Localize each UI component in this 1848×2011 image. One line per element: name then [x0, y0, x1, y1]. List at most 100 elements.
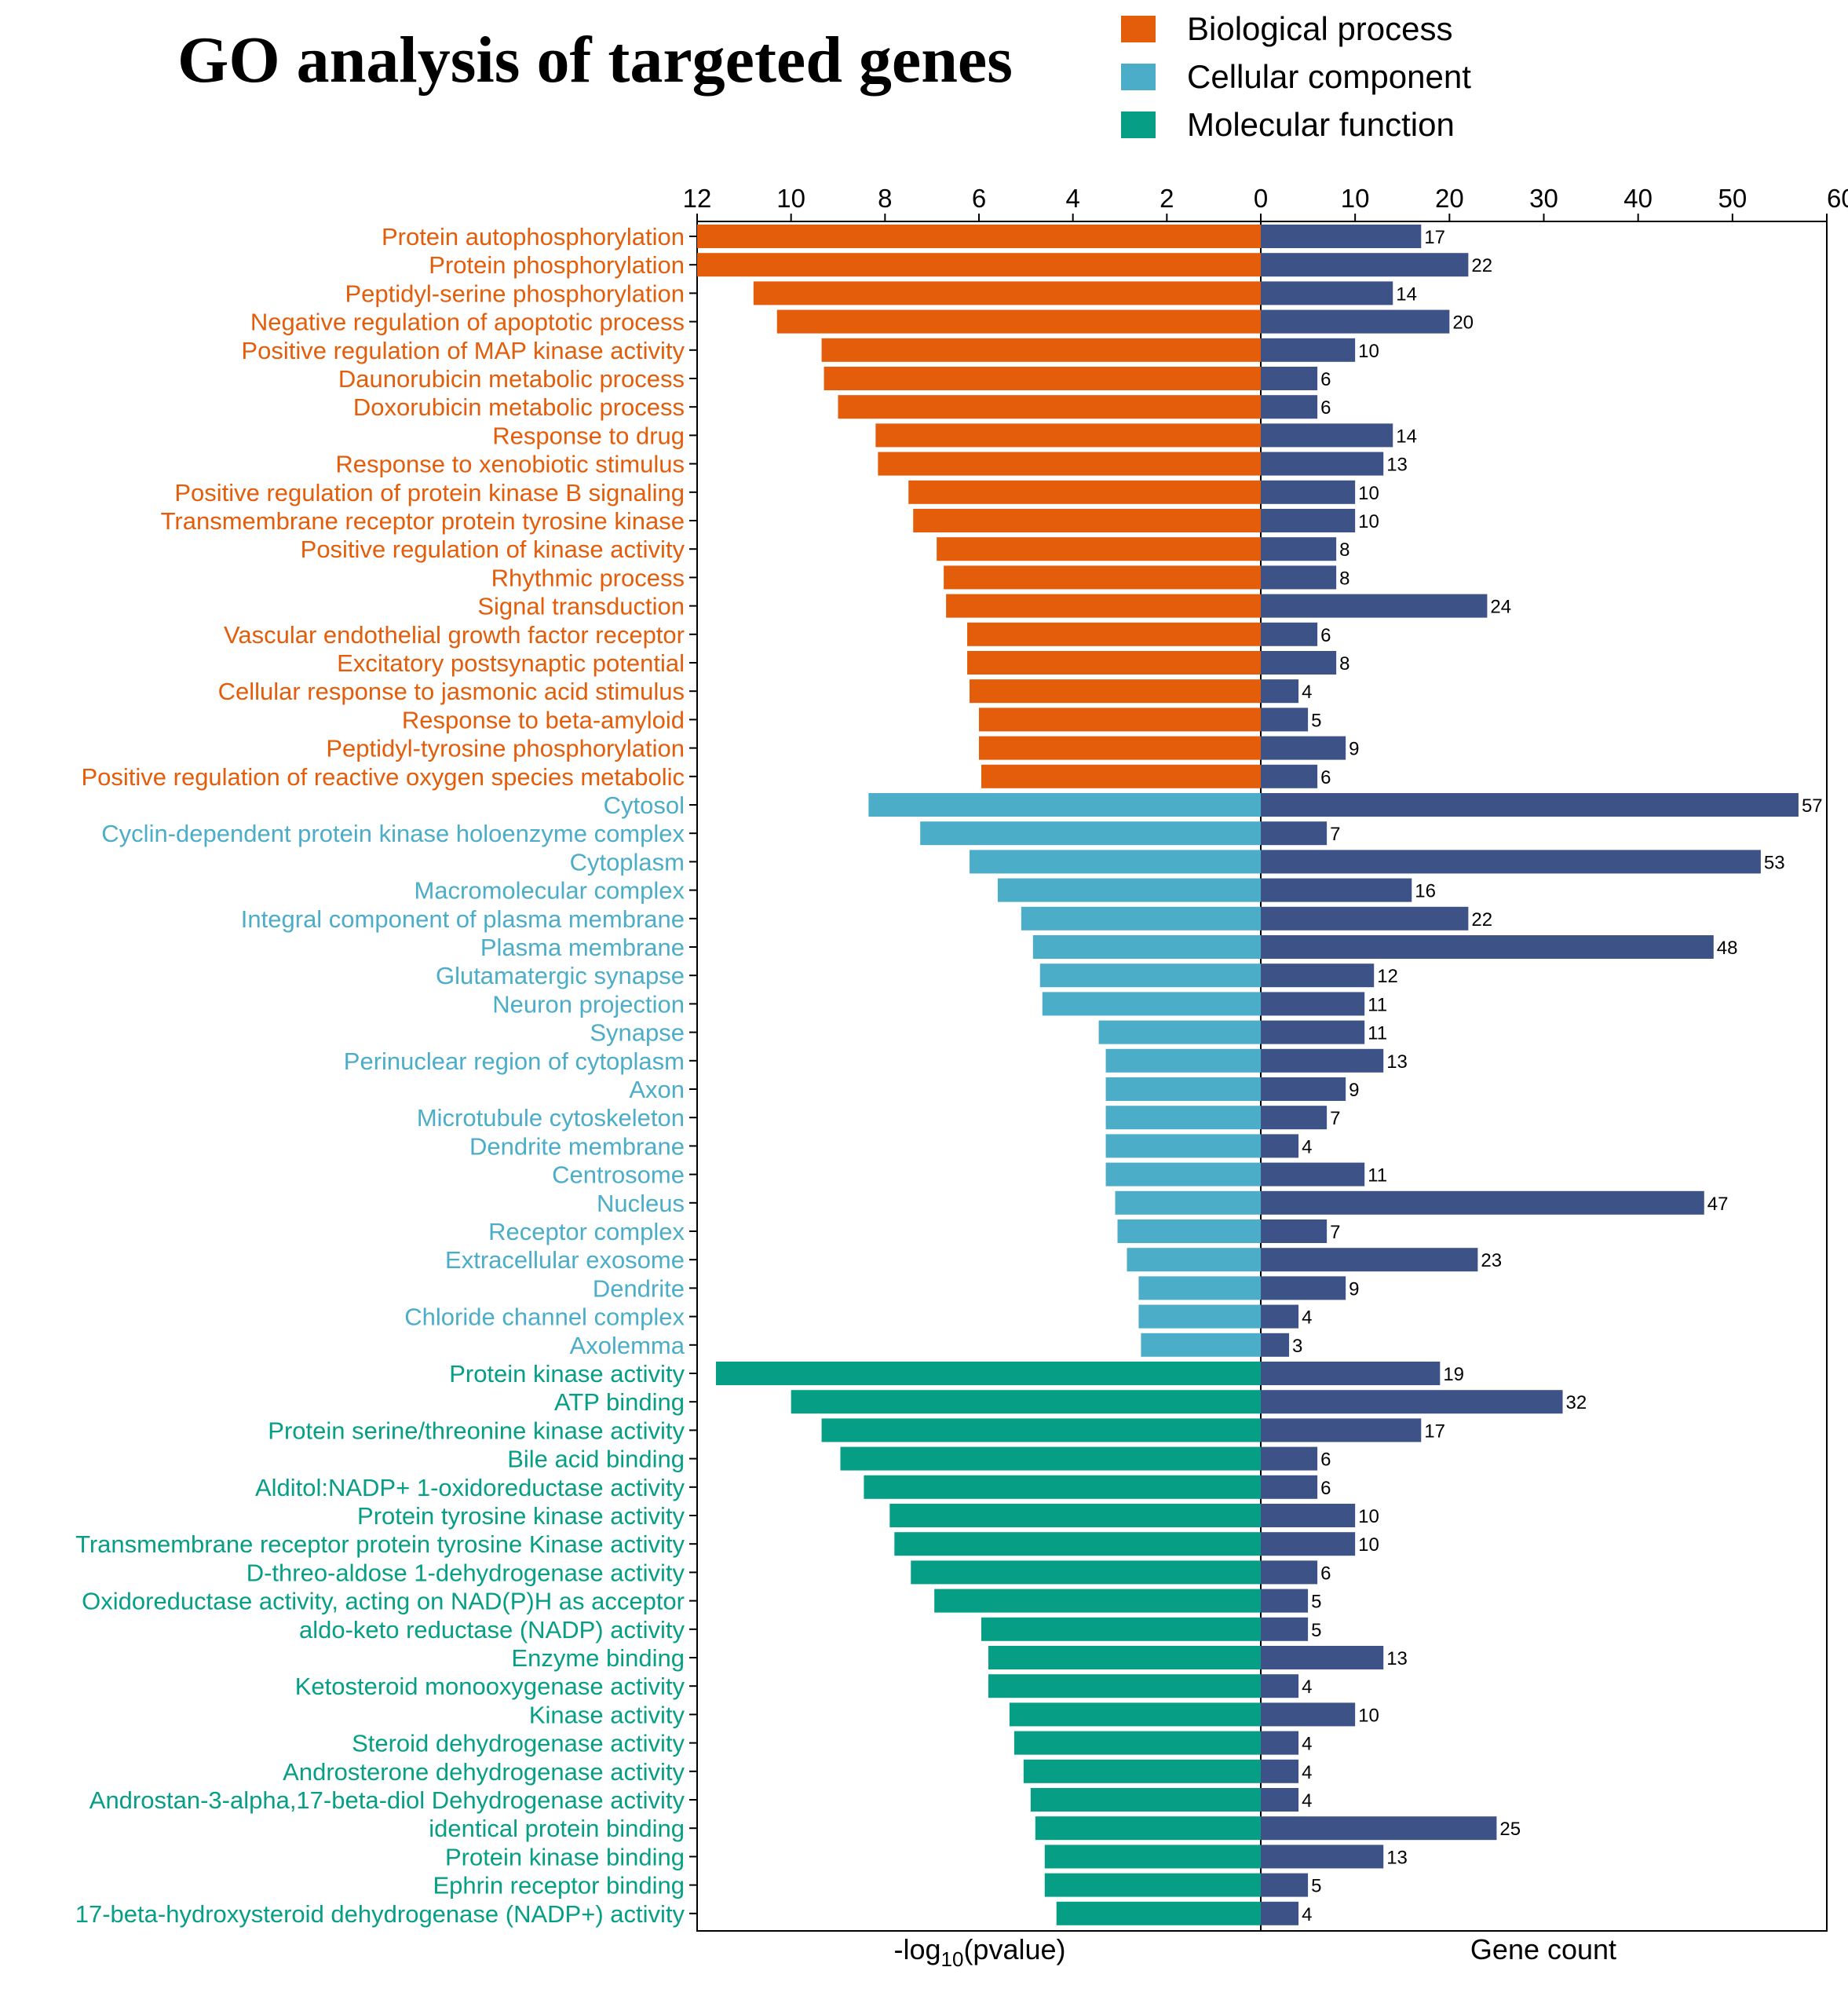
gene-count-bar [1261, 963, 1375, 988]
gene-count-bar [1261, 1333, 1290, 1357]
pvalue-bar [821, 1418, 1261, 1442]
term-label: Dendrite [593, 1274, 685, 1302]
gene-count-bar [1261, 1134, 1299, 1158]
gene-count-bar [1261, 1446, 1318, 1471]
term-label: Alditol:NADP+ 1-oxidoreductase activity [255, 1474, 685, 1501]
gene-count-value-label: 47 [1707, 1194, 1729, 1215]
term-label: Synapse [590, 1019, 685, 1047]
gene-count-value-label: 5 [1311, 710, 1321, 731]
gene-count-bar [1261, 1560, 1318, 1585]
pvalue-bar [697, 253, 1261, 277]
pvalue-bar [979, 736, 1261, 760]
pvalue-bar [753, 281, 1261, 305]
gene-count-bar [1261, 1589, 1309, 1613]
gene-count-value-label: 8 [1339, 568, 1349, 589]
gene-count-bar [1261, 1077, 1346, 1101]
gene-count-bar [1261, 225, 1422, 248]
term-label: Response to xenobiotic stimulus [335, 451, 685, 478]
gene-count-bar [1261, 1731, 1299, 1755]
pvalue-bar [1105, 1106, 1261, 1130]
gene-count-value-label: 57 [1802, 795, 1823, 817]
gene-count-bar [1261, 509, 1356, 532]
right-x-tick-label: 20 [1435, 184, 1464, 213]
term-label: Chloride channel complex [404, 1303, 685, 1331]
gene-count-value-label: 6 [1320, 1563, 1331, 1584]
pvalue-bar [697, 225, 1261, 248]
plot-frame [696, 221, 1828, 1932]
bars-layer [697, 225, 1799, 1925]
term-label: Peptidyl-serine phosphorylation [345, 280, 685, 307]
pvalue-bar [878, 452, 1261, 476]
gene-count-value-label: 4 [1302, 1904, 1312, 1925]
gene-count-bar [1261, 1304, 1299, 1329]
term-label: 17-beta-hydroxysteroid dehydrogenase (NA… [75, 1900, 685, 1928]
term-label: Positive regulation of MAP kinase activi… [241, 337, 685, 364]
left-axis-title-main: -log [893, 1933, 940, 1965]
term-label: Response to drug [492, 422, 685, 449]
pvalue-bar [838, 395, 1261, 419]
pvalue-bar [1115, 1190, 1261, 1215]
left-x-tick-label: 4 [1065, 184, 1079, 213]
left-axis-title-subscript: 10 [941, 1947, 964, 1971]
pvalue-bar [824, 367, 1261, 390]
gene-count-value-label: 8 [1339, 539, 1349, 561]
gene-count-value-label: 4 [1302, 682, 1312, 703]
term-label: Cyclin-dependent protein kinase holoenzy… [101, 820, 685, 847]
pvalue-bar [791, 1390, 1261, 1414]
gene-count-bar [1261, 1901, 1299, 1925]
gene-count-bar [1261, 764, 1318, 788]
gene-count-bar [1261, 878, 1412, 902]
gene-count-bar [1261, 906, 1469, 931]
gene-count-value-label: 4 [1302, 1307, 1312, 1329]
gene-count-value-label: 32 [1566, 1392, 1587, 1413]
pvalue-bar [997, 878, 1261, 902]
pvalue-bar [988, 1646, 1261, 1669]
pvalue-bar [715, 1362, 1261, 1385]
term-label: D-threo-aldose 1-dehydrogenase activity [247, 1559, 685, 1586]
right-x-tick-label: 30 [1529, 184, 1558, 213]
pvalue-bar [1098, 1020, 1261, 1044]
gene-count-bar [1261, 708, 1309, 732]
gene-count-bar [1261, 821, 1328, 846]
pvalue-bar [840, 1446, 1261, 1471]
gene-count-bar [1261, 1504, 1356, 1527]
pvalue-bar [1021, 906, 1261, 931]
term-label: Nucleus [597, 1190, 685, 1217]
pvalue-bar [979, 708, 1261, 732]
gene-count-bar [1261, 395, 1318, 419]
gene-count-bar [1261, 1475, 1318, 1499]
gene-count-value-label: 10 [1358, 483, 1379, 504]
gene-count-value-label: 4 [1302, 1762, 1312, 1783]
gene-count-value-label: 7 [1330, 824, 1340, 845]
gene-count-value-label: 7 [1330, 1222, 1340, 1243]
gene-count-value-label: 25 [1499, 1819, 1521, 1840]
gene-count-bar [1261, 1276, 1346, 1300]
gene-count-bar [1261, 1617, 1309, 1641]
gene-count-value-label: 22 [1471, 909, 1492, 931]
pvalue-bar [1138, 1276, 1261, 1300]
gene-count-value-label: 5 [1311, 1620, 1321, 1641]
term-label: Protein kinase activity [449, 1360, 685, 1388]
gene-count-value-label: 53 [1764, 852, 1785, 873]
term-label: aldo-keto reductase (NADP) activity [299, 1616, 685, 1644]
legend-item-molecular-function: Molecular function [1121, 101, 1471, 148]
pvalue-bar [1035, 1816, 1261, 1841]
pvalue-bar [1105, 1162, 1261, 1186]
term-label: Peptidyl-tyrosine phosphorylation [326, 735, 685, 762]
gene-count-bar [1261, 594, 1488, 618]
gene-count-bar [1261, 367, 1318, 390]
left-axis-title-tail: (pvalue) [963, 1933, 1065, 1965]
gene-count-bar [1261, 253, 1469, 277]
pvalue-bar [1042, 992, 1261, 1016]
left-x-tick-label: 8 [878, 184, 892, 213]
right-x-tick-label: 50 [1718, 184, 1747, 213]
term-label: Excitatory postsynaptic potential [337, 649, 685, 677]
term-label: Protein tyrosine kinase activity [357, 1502, 685, 1530]
gene-count-value-label: 10 [1358, 1534, 1379, 1556]
term-label: Receptor complex [488, 1218, 685, 1245]
gene-count-bar [1261, 1048, 1384, 1073]
term-label: Plasma membrane [480, 934, 685, 961]
gene-count-value-label: 12 [1377, 966, 1398, 987]
gene-count-value-label: 6 [1320, 767, 1331, 788]
right-axis-title: Gene count [1470, 1933, 1616, 1965]
